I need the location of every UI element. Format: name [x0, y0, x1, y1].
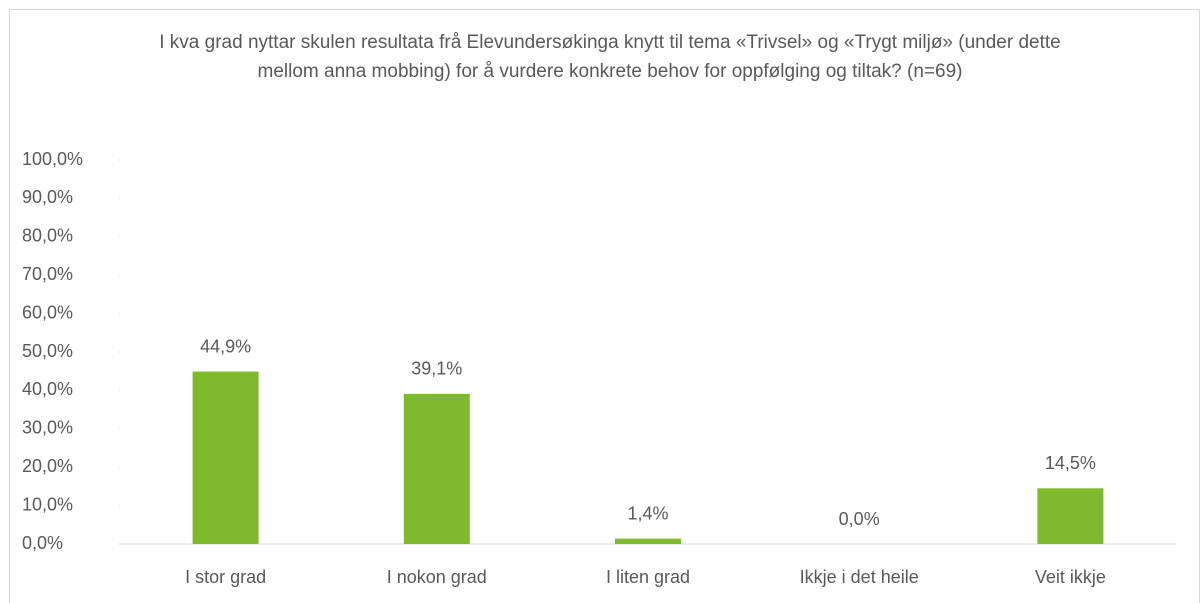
y-tick-label: 20,0% — [22, 456, 73, 476]
data-label: 44,9% — [200, 336, 251, 356]
y-tick-label: 70,0% — [22, 264, 73, 284]
data-label: 14,5% — [1045, 453, 1096, 473]
bar — [403, 393, 470, 544]
y-tick-label: 80,0% — [22, 226, 73, 246]
x-tick-label: Veit ikkje — [1035, 567, 1106, 587]
x-tick-label: Ikkje i det heile — [800, 567, 919, 587]
y-tick-label: 40,0% — [22, 379, 73, 399]
bar — [615, 538, 681, 544]
data-label: 39,1% — [411, 359, 462, 379]
chart-title: I kva grad nyttar skulen resultata frå E… — [159, 32, 1061, 82]
x-tick-label: I nokon grad — [387, 567, 487, 587]
y-tick-label: 30,0% — [22, 418, 73, 438]
y-tick-label: 100,0% — [22, 149, 83, 169]
y-tick-label: 10,0% — [22, 494, 73, 514]
bar — [1037, 488, 1104, 544]
y-tick-label: 60,0% — [22, 302, 73, 322]
bar — [192, 371, 259, 544]
x-tick-label: I stor grad — [185, 567, 266, 587]
y-tick-label: 0,0% — [22, 533, 63, 553]
y-tick-label: 90,0% — [22, 187, 73, 207]
y-tick-label: 50,0% — [22, 341, 73, 361]
x-tick-label: I liten grad — [606, 567, 690, 587]
data-label: 0,0% — [839, 509, 880, 529]
data-label: 1,4% — [627, 503, 668, 523]
chart-border — [9, 9, 1200, 603]
